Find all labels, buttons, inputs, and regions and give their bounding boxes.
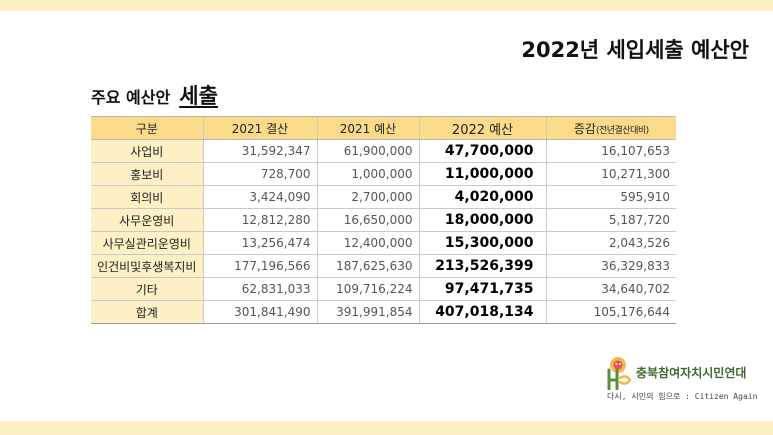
table-row: 사무실관리운영비 13,256,474 12,400,000 15,300,00… — [91, 231, 676, 255]
page-title: 2022년 세입세출 예산안 — [521, 38, 749, 62]
cell-change: 10,271,300 — [545, 162, 676, 186]
header-settle-2021: 2021 결산 — [202, 116, 317, 140]
budget-table: 구분 2021 결산 2021 예산 2022 예산 증감(전년결산대비) 사업… — [91, 116, 676, 324]
row-label: 회의비 — [91, 185, 203, 209]
section-subtitle: 주요 예산안 세출 — [91, 80, 218, 110]
subtitle-prefix: 주요 예산안 — [91, 88, 171, 107]
table-row-total: 합계 301,841,490 391,991,854 407,018,134 1… — [91, 300, 676, 324]
cell-change: 595,910 — [545, 185, 676, 209]
table-row: 홍보비 728,700 1,000,000 11,000,000 10,271,… — [91, 162, 676, 186]
cell-settle-2021: 301,841,490 — [202, 300, 317, 324]
header-budget-2022: 2022 예산 — [418, 116, 546, 140]
table-row: 사무운영비 12,812,280 16,650,000 18,000,000 5… — [91, 208, 676, 232]
cell-change: 2,043,526 — [545, 231, 676, 255]
cell-settle-2021: 12,812,280 — [202, 208, 317, 232]
cell-budget-2022: 11,000,000 — [418, 162, 546, 186]
cell-settle-2021: 3,424,090 — [202, 185, 317, 209]
cell-budget-2022: 213,526,399 — [418, 254, 546, 278]
cell-settle-2021: 62,831,033 — [202, 277, 317, 301]
table-row: 인건비및후생복지비 177,196,566 187,625,630 213,52… — [91, 254, 676, 278]
header-change-note: (전년결산대비) — [595, 125, 649, 136]
row-label: 사무운영비 — [91, 208, 203, 232]
cell-budget-2021: 12,400,000 — [316, 231, 419, 255]
cell-budget-2022: 97,471,735 — [418, 277, 546, 301]
header-change: 증감(전년결산대비) — [545, 116, 676, 140]
row-label: 인건비및후생복지비 — [91, 254, 203, 278]
cell-settle-2021: 13,256,474 — [202, 231, 317, 255]
top-band — [0, 0, 773, 11]
row-label: 사업비 — [91, 139, 203, 163]
cell-settle-2021: 728,700 — [202, 162, 317, 186]
row-label: 사무실관리운영비 — [91, 231, 203, 255]
cell-change: 105,176,644 — [545, 300, 676, 324]
cell-budget-2021: 61,900,000 — [316, 139, 419, 163]
row-label: 기타 — [91, 277, 203, 301]
cell-change: 36,329,833 — [545, 254, 676, 278]
header-category: 구분 — [91, 116, 203, 140]
org-name: 충북참여자치시민연대 — [636, 366, 747, 380]
cell-budget-2021: 109,716,224 — [316, 277, 419, 301]
row-label: 합계 — [91, 300, 203, 324]
cell-budget-2021: 16,650,000 — [316, 208, 419, 232]
cell-settle-2021: 177,196,566 — [202, 254, 317, 278]
cell-budget-2022: 18,000,000 — [418, 208, 546, 232]
cell-budget-2021: 187,625,630 — [316, 254, 419, 278]
cell-change: 34,640,702 — [545, 277, 676, 301]
table-header-row: 구분 2021 결산 2021 예산 2022 예산 증감(전년결산대비) — [91, 116, 676, 140]
table-row: 회의비 3,424,090 2,700,000 4,020,000 595,91… — [91, 185, 676, 209]
cell-change: 16,107,653 — [545, 139, 676, 163]
org-tagline: 다시, 시민의 힘으로 : Citizen Again — [607, 392, 758, 401]
cell-settle-2021: 31,592,347 — [202, 139, 317, 163]
table-row: 사업비 31,592,347 61,900,000 47,700,000 16,… — [91, 139, 676, 163]
subtitle-emphasis: 세출 — [179, 84, 218, 108]
cell-change: 5,187,720 — [545, 208, 676, 232]
cell-budget-2022: 407,018,134 — [418, 300, 546, 324]
cell-budget-2021: 1,000,000 — [316, 162, 419, 186]
table-row: 기타 62,831,033 109,716,224 97,471,735 34,… — [91, 277, 676, 301]
cell-budget-2022: 47,700,000 — [418, 139, 546, 163]
cell-budget-2021: 391,991,854 — [316, 300, 419, 324]
cell-budget-2022: 4,020,000 — [418, 185, 546, 209]
header-budget-2021: 2021 예산 — [316, 116, 419, 140]
header-change-label: 증감 — [573, 121, 596, 136]
cell-budget-2021: 2,700,000 — [316, 185, 419, 209]
bottom-band — [0, 421, 773, 435]
org-logo-mark-icon — [607, 357, 632, 390]
row-label: 홍보비 — [91, 162, 203, 186]
org-logo: 충북참여자치시민연대 — [604, 356, 764, 408]
cell-budget-2022: 15,300,000 — [418, 231, 546, 255]
